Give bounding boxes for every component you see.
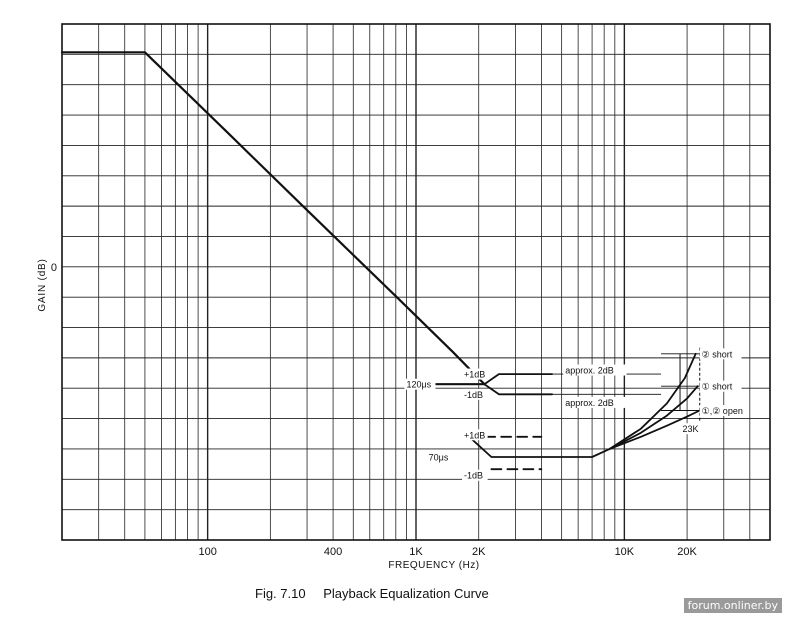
annotation-label: +1dB [464, 370, 485, 380]
watermark: forum.onliner.by [683, 598, 782, 613]
grid [61, 23, 771, 541]
series-line-9 [608, 409, 701, 450]
annotation-bg [699, 404, 747, 416]
y-axis-label: GAIN (dB) [37, 258, 48, 311]
plot-frame [61, 23, 771, 541]
annotation-label: -1dB [464, 390, 483, 400]
annotation-label: 23K [682, 424, 698, 434]
x-tick-label: 2K [472, 546, 486, 558]
annotation-label: approx. 2dB [565, 366, 614, 376]
x-tick-label: 1K [409, 546, 423, 558]
annotation-label: +1dB [464, 430, 485, 440]
x-tick-label: 100 [198, 546, 216, 558]
x-tick-label: 400 [324, 546, 342, 558]
annotations: +1dB -1dB 120μs +1dB 70μs -1dB approx. 2dB appr… [404, 348, 747, 481]
annotation-label: approx. 2dB [565, 398, 614, 408]
annotation-bg [462, 388, 488, 400]
annotation-bg [699, 380, 742, 392]
series-line-3 [415, 383, 553, 396]
series-line-4 [468, 435, 611, 458]
series-line-1 [60, 51, 486, 386]
figure-number: Fig. 7.10 [255, 586, 306, 601]
annotation-label: 70μs [429, 453, 449, 463]
series-layer [60, 51, 701, 471]
annotation-label: 120μs [406, 380, 431, 390]
annotation-bg [563, 364, 627, 376]
x-tick-label: 20K [677, 546, 697, 558]
annotation-label: ① short [702, 382, 733, 392]
figure-caption: Fig. 7.10 Playback Equalization Curve [255, 586, 489, 601]
annotation-label: -1dB [464, 471, 483, 481]
annotation-bg [426, 451, 453, 463]
series-line-8 [608, 385, 699, 450]
x-axis-label: FREQUENCY (Hz) [388, 560, 479, 571]
y-tick-label: 0 [51, 262, 57, 274]
annotation-bg [680, 423, 701, 435]
tick-labels: 100 400 1K 2K 10K 20K 0 [51, 262, 698, 558]
annotation-label: ①,② open [702, 406, 743, 416]
annotation-bg [462, 469, 488, 481]
annotation-bg [404, 378, 436, 390]
series-line-7 [608, 352, 697, 450]
annotation-bg [462, 429, 488, 441]
chart-title: Playback Equalization Curve [323, 586, 489, 601]
x-tick-label: 10K [615, 546, 635, 558]
annotation-bg [699, 348, 742, 360]
annotation-label: ② short [702, 349, 733, 359]
annotation-bg [563, 396, 627, 408]
plot-border [61, 23, 771, 541]
annotation-bg [462, 368, 488, 380]
